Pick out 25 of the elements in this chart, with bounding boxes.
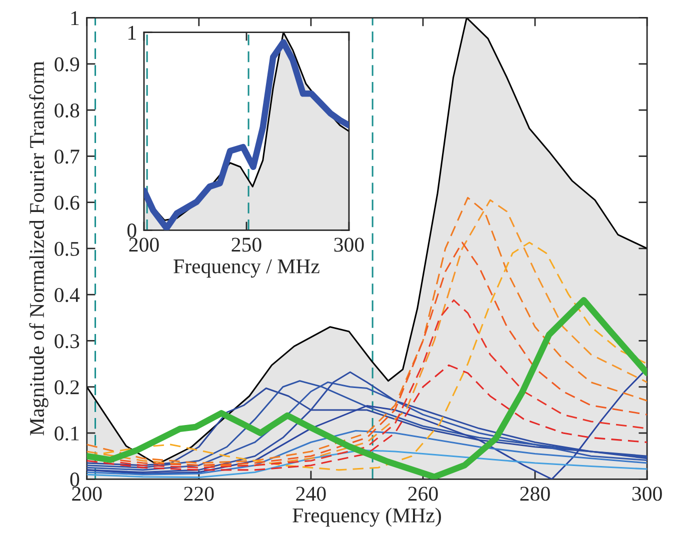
x-tick-label: 240 — [296, 486, 326, 501]
x-tick-label: 300 — [334, 238, 364, 252]
x-axis-title: Frequency / MHz — [174, 259, 320, 278]
y-tick-label: 1 — [71, 11, 79, 26]
y-tick-label: 0.6 — [54, 196, 80, 210]
y-tick-label: 0.7 — [54, 150, 80, 164]
y-tick-label: 0.1 — [54, 426, 79, 441]
y-axis-title: Magnitude of Normalized Fourier Transform — [29, 61, 48, 436]
y-tick-label: 0 — [70, 472, 80, 487]
y-tick-label: 0.3 — [54, 334, 80, 348]
x-axis-title: Frequency (MHz) — [292, 508, 441, 527]
x-tick-label: 200 — [129, 238, 159, 252]
y-tick-label: 0 — [127, 224, 136, 238]
x-tick-label: 280 — [520, 486, 550, 501]
y-tick-label: 0.8 — [54, 103, 80, 118]
x-tick-label: 220 — [184, 486, 214, 501]
x-tick-label: 250 — [232, 238, 262, 252]
y-tick-label: 1 — [128, 26, 136, 40]
y-tick-label: 0.9 — [54, 57, 80, 72]
y-tick-label: 0.4 — [54, 288, 80, 302]
y-tick-label: 0.5 — [54, 242, 80, 256]
x-tick-label: 260 — [408, 486, 438, 501]
x-tick-label: 300 — [632, 486, 662, 501]
x-tick-label: 200 — [72, 486, 102, 501]
y-tick-label: 0.2 — [54, 380, 79, 394]
